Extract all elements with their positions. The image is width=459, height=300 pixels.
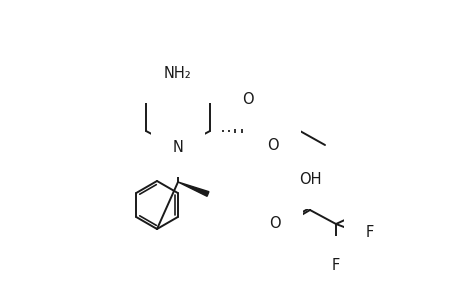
Text: F: F <box>365 206 374 220</box>
Text: O: O <box>241 92 253 107</box>
Text: F: F <box>365 226 374 241</box>
Text: N: N <box>172 140 183 155</box>
Text: O: O <box>267 137 278 152</box>
Text: F: F <box>331 258 339 273</box>
Text: OH: OH <box>298 172 320 187</box>
Polygon shape <box>178 182 208 196</box>
Text: O: O <box>269 217 280 232</box>
Polygon shape <box>175 56 180 80</box>
Text: NH₂: NH₂ <box>164 66 191 81</box>
